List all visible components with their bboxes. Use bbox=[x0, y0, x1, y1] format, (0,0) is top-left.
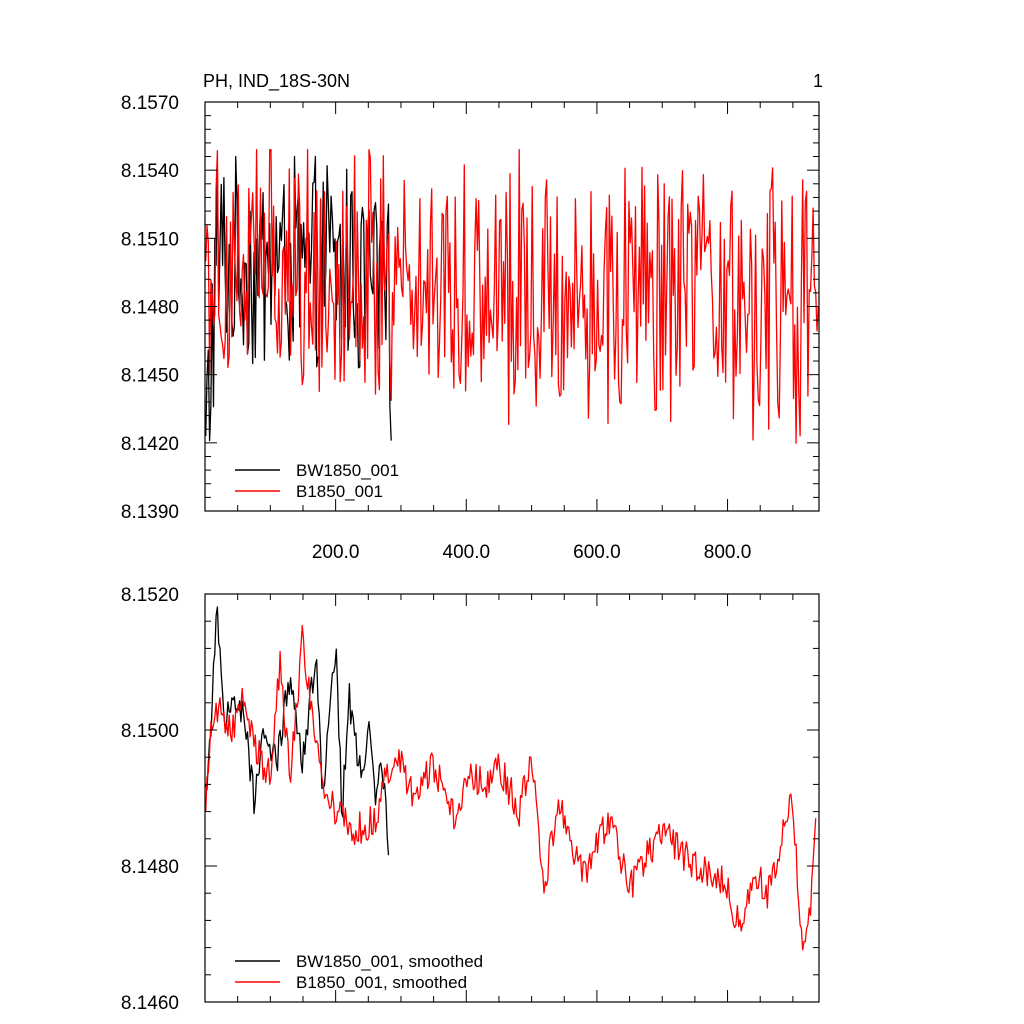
top-series-line-b1850 bbox=[205, 149, 819, 444]
top-x-tick-label: 800.0 bbox=[704, 542, 752, 563]
bottom-plot-frame bbox=[204, 593, 820, 1003]
top-chart-title: PH, IND_18S-30N bbox=[203, 71, 350, 92]
top-y-tick-label: 8.1570 bbox=[121, 93, 179, 114]
top-y-tick-label: 8.1540 bbox=[121, 161, 179, 182]
bottom-legend-label-bw1850: BW1850_001, smoothed bbox=[296, 952, 483, 971]
top-y-tick-label: 8.1510 bbox=[121, 229, 179, 250]
bottom-series-line-bw1850 bbox=[205, 606, 390, 856]
top-legend-label-bw1850: BW1850_001 bbox=[296, 461, 399, 480]
bottom-series-line-b1850 bbox=[205, 625, 817, 951]
top-plot-panel: 8.1390 8.1420 8.1450 8.1480 8.1510 8.1540 8.15… bbox=[121, 93, 820, 563]
top-legend: BW1850_001 B1850_001 bbox=[235, 461, 399, 501]
top-x-tick-label: 400.0 bbox=[443, 542, 491, 563]
top-y-tick-label: 8.1390 bbox=[121, 502, 179, 523]
top-legend-label-b1850: B1850_001 bbox=[296, 482, 383, 501]
top-y-tick-label: 8.1450 bbox=[121, 366, 179, 387]
bottom-legend-label-b1850: B1850_001, smoothed bbox=[296, 973, 467, 992]
bottom-legend: BW1850_001, smoothed B1850_001, smoothed bbox=[235, 952, 483, 992]
bottom-plot-panel: 8.1460 8.1480 8.1500 8.1520 bbox=[121, 585, 820, 1014]
top-y-tick-label: 8.1420 bbox=[121, 434, 179, 455]
top-chart-corner-label: 1 bbox=[813, 71, 823, 91]
bottom-y-tick-label: 8.1520 bbox=[121, 585, 179, 606]
bottom-y-tick-label: 8.1460 bbox=[121, 993, 179, 1014]
top-x-tick-label: 200.0 bbox=[312, 542, 360, 563]
bottom-y-tick-label: 8.1500 bbox=[121, 721, 179, 742]
top-x-tick-label: 600.0 bbox=[573, 542, 621, 563]
bottom-y-tick-label: 8.1480 bbox=[121, 857, 179, 878]
top-y-tick-label: 8.1480 bbox=[121, 298, 179, 319]
